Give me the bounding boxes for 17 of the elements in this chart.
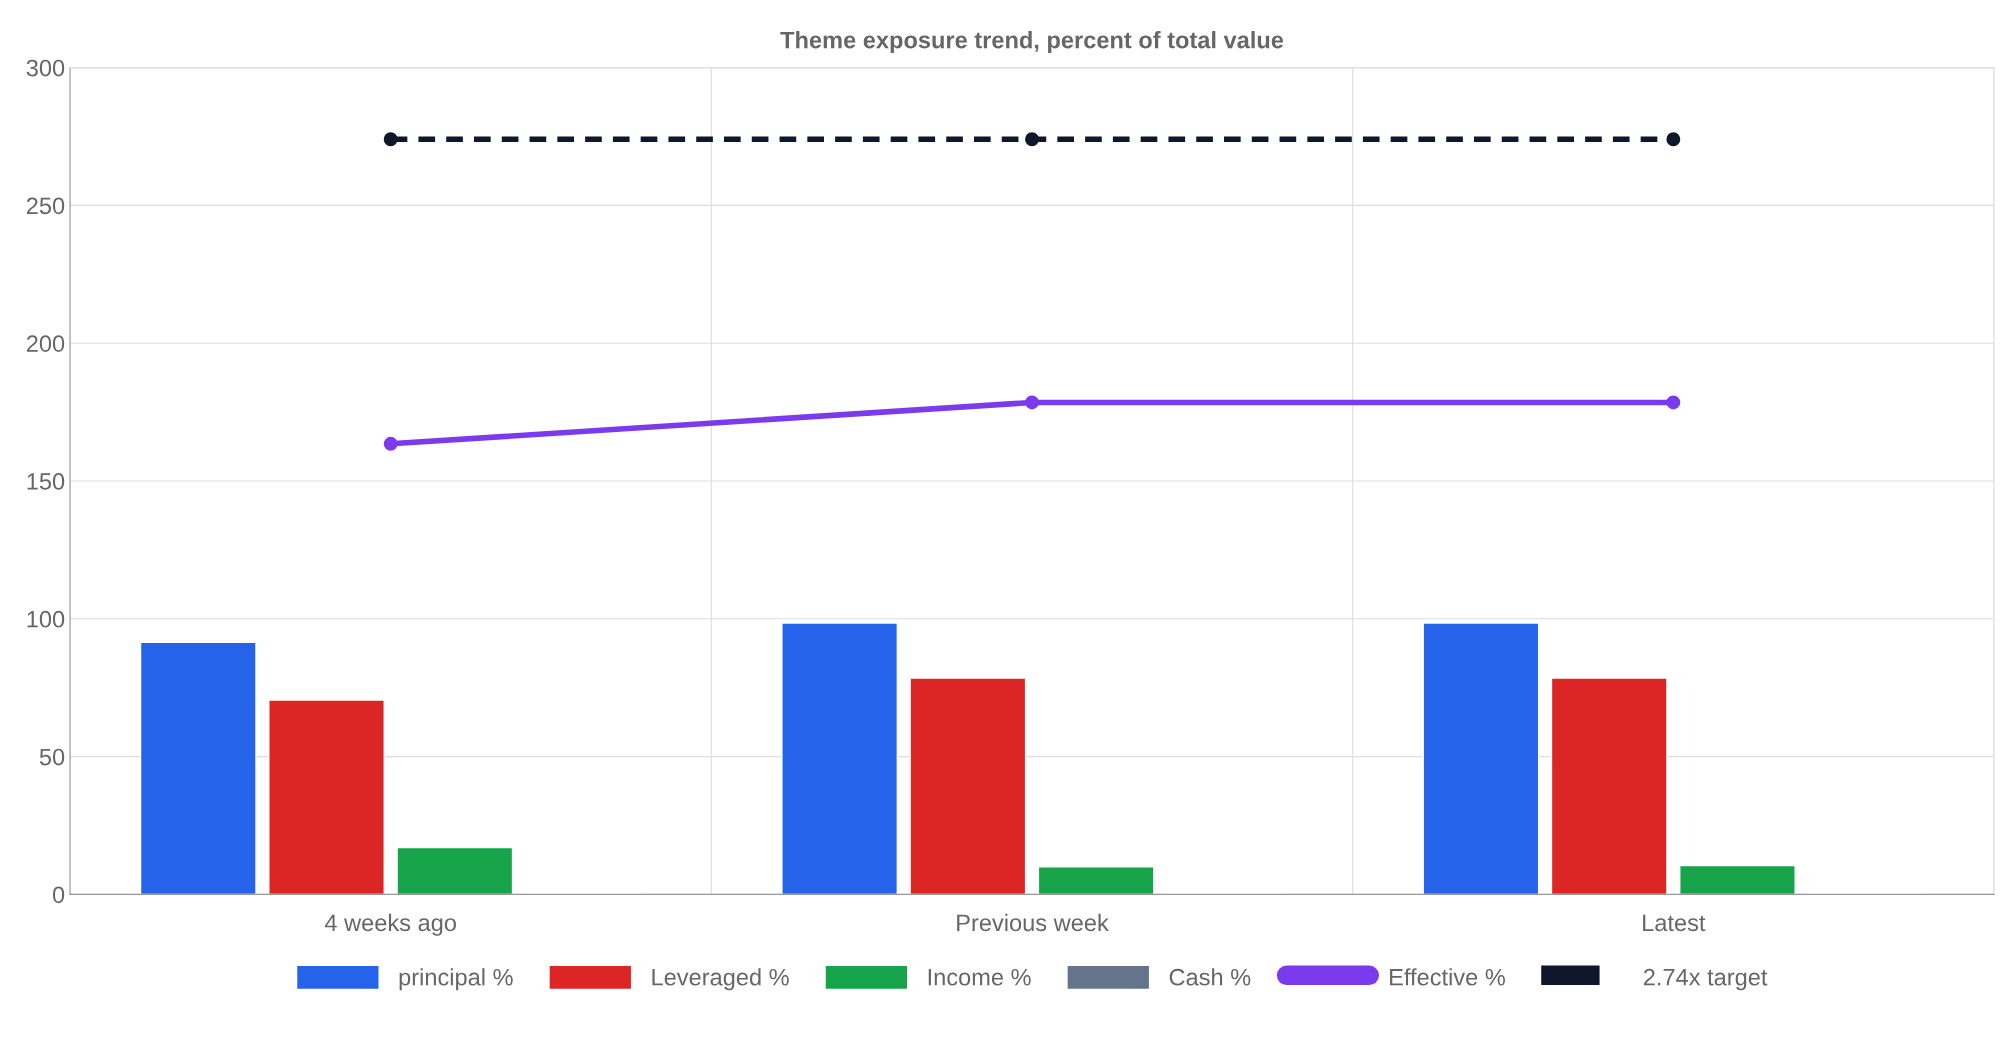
legend-label: Leveraged %	[652, 968, 789, 991]
legend-label: Income %	[928, 968, 1031, 986]
legend-label: 2.74x target	[1643, 968, 1768, 991]
y-tick-label: 50	[39, 748, 65, 766]
y-tick-label: 200	[26, 335, 65, 352]
y-tick-label: 150	[27, 473, 65, 490]
x-tick-label: Latest	[1643, 914, 1706, 932]
y-tick-label: 250	[26, 197, 65, 215]
y-tick-label: 100	[27, 610, 65, 628]
x-tick-label: 4 weeks ago	[324, 913, 456, 936]
x-tick-label: Previous week	[957, 913, 1109, 932]
y-tick-label: 0	[52, 886, 65, 904]
legend-label: Effective %	[1390, 968, 1505, 986]
y-tick-label: 300	[26, 59, 65, 77]
legend-label: Cash %	[1169, 968, 1251, 986]
legend-label: principal %	[399, 968, 513, 991]
chart-title: Theme exposure trend, percent of total value	[780, 31, 1284, 54]
